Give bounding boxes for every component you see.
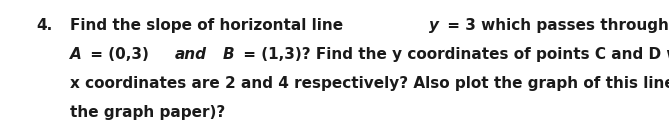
Text: 4.: 4. [37, 18, 53, 33]
Text: and: and [175, 47, 207, 62]
Text: B: B [223, 47, 234, 62]
Text: = 3 which passes through the points: = 3 which passes through the points [442, 18, 669, 33]
Text: the graph paper)?: the graph paper)? [70, 105, 225, 120]
Text: Find the slope of horizontal line: Find the slope of horizontal line [70, 18, 349, 33]
Text: y: y [429, 18, 440, 33]
Text: A: A [70, 47, 82, 62]
Text: = (0,3): = (0,3) [86, 47, 155, 62]
Text: x coordinates are 2 and 4 respectively? Also plot the graph of this line (on: x coordinates are 2 and 4 respectively? … [70, 76, 669, 91]
Text: = (1,3)? Find the y coordinates of points C and D whose: = (1,3)? Find the y coordinates of point… [237, 47, 669, 62]
